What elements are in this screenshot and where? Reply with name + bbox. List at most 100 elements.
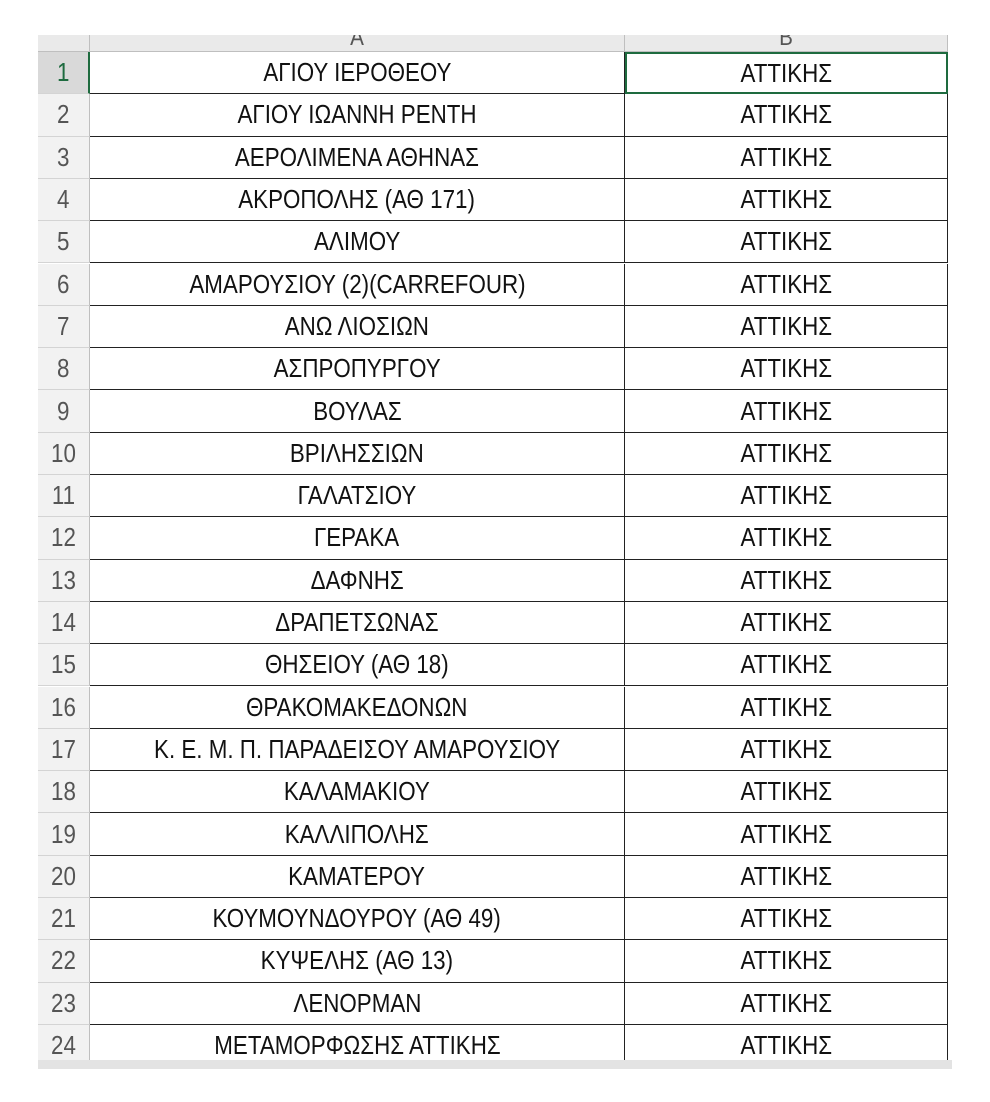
row-header[interactable]: 12 — [38, 517, 90, 560]
row-header-text: 23 — [51, 987, 76, 1018]
cell[interactable]: ΑΤΤΙΚΗΣ — [625, 728, 948, 772]
cell[interactable]: ΑΤΤΙΚΗΣ — [625, 898, 948, 941]
row-header-text: 13 — [51, 564, 76, 595]
cell[interactable]: ΑΤΤΙΚΗΣ — [625, 136, 948, 179]
cell[interactable]: Κ. Ε. Μ. Π. ΠΑΡΑΔΕΙΣΟΥ ΑΜΑΡΟΥΣΙΟΥ — [90, 728, 625, 772]
cell[interactable]: ΑΤΤΙΚΗΣ — [625, 517, 948, 560]
cell[interactable]: ΚΑΛΑΜΑΚΙΟΥ — [90, 771, 625, 814]
cell[interactable]: ΑΤΤΙΚΗΣ — [625, 221, 948, 264]
cell[interactable]: ΓΕΡΑΚΑ — [90, 517, 625, 560]
cell[interactable]: ΑΝΩ ΛΙΟΣΙΩΝ — [90, 305, 625, 349]
column-header[interactable]: B — [625, 35, 948, 52]
cell-text: ΑΤΤΙΚΗΣ — [740, 57, 833, 88]
cell[interactable]: ΒΡΙΛΗΣΣΙΩΝ — [90, 432, 625, 475]
cell[interactable]: ΑΕΡΟΛΙΜΕΝΑ ΑΘΗΝΑΣ — [90, 136, 625, 179]
cell-text: ΓΕΡΑΚΑ — [314, 522, 400, 553]
row-header[interactable]: 10 — [38, 432, 90, 475]
cell[interactable]: ΑΤΤΙΚΗΣ — [625, 305, 948, 349]
row-header[interactable]: 15 — [38, 644, 90, 687]
cell-text: ΑΤΤΙΚΗΣ — [740, 818, 832, 849]
cell[interactable]: ΘΡΑΚΟΜΑΚΕΔΟΝΩΝ — [90, 686, 625, 729]
cell[interactable]: ΑΤΤΙΚΗΣ — [625, 432, 948, 475]
cell-text: ΑΤΤΙΚΗΣ — [740, 353, 832, 384]
row-header[interactable]: 14 — [38, 601, 90, 645]
cell[interactable]: ΑΤΤΙΚΗΣ — [625, 644, 948, 687]
cell[interactable]: ΚΟΥΜΟΥΝΔΟΥΡΟΥ (ΑΘ 49) — [90, 898, 625, 941]
cell[interactable]: ΔΑΦΝΗΣ — [90, 559, 625, 602]
row-header[interactable]: 4 — [38, 178, 90, 222]
row-header-text: 24 — [51, 1030, 76, 1060]
cell[interactable]: ΑΤΤΙΚΗΣ — [625, 263, 948, 306]
cell[interactable]: ΑΤΤΙΚΗΣ — [625, 982, 948, 1025]
row-header[interactable]: 24 — [38, 1024, 90, 1060]
cell-text: ΛΕΝΟΡΜΑΝ — [292, 987, 421, 1018]
cell-text: ΚΑΜΑΤΕΡΟΥ — [288, 860, 426, 891]
cell[interactable]: ΑΤΤΙΚΗΣ — [625, 348, 948, 391]
cell[interactable]: ΑΓΙΟΥ ΙΕΡΟΘΕΟΥ — [90, 52, 625, 95]
row-header[interactable]: 3 — [38, 136, 90, 179]
cell[interactable]: ΑΤΤΙΚΗΣ — [625, 94, 948, 137]
cell[interactable]: ΑΛΙΜΟΥ — [90, 221, 625, 264]
cell[interactable]: ΓΑΛΑΤΣΙΟΥ — [90, 475, 625, 518]
row-header[interactable]: 20 — [38, 855, 90, 898]
row-header[interactable]: 2 — [38, 94, 90, 137]
cell[interactable]: ΔΡΑΠΕΤΣΩΝΑΣ — [90, 601, 625, 645]
corner[interactable] — [38, 35, 90, 52]
row-header[interactable]: 18 — [38, 771, 90, 814]
row-header-text: 1 — [56, 57, 70, 88]
cell[interactable]: ΑΤΤΙΚΗΣ — [625, 855, 948, 898]
cell-text: ΑΤΤΙΚΗΣ — [740, 987, 832, 1018]
row-header[interactable]: 17 — [38, 728, 90, 772]
cell[interactable]: ΚΑΛΛΙΠΟΛΗΣ — [90, 813, 625, 856]
cell-text: ΚΥΨΕΛΗΣ (ΑΘ 13) — [260, 945, 454, 976]
cell-text: ΑΓΙΟΥ ΙΩΑΝΝΗ ΡΕΝΤΗ — [237, 99, 477, 130]
row-header[interactable]: 13 — [38, 559, 90, 602]
row-header[interactable]: 9 — [38, 390, 90, 433]
row-header[interactable]: 7 — [38, 305, 90, 349]
cell[interactable]: ΑΤΤΙΚΗΣ — [625, 686, 948, 729]
cell-text: ΑΝΩ ΛΙΟΣΙΩΝ — [284, 310, 430, 341]
column-header[interactable]: A — [90, 35, 625, 52]
cell[interactable]: ΑΤΤΙΚΗΣ — [625, 1024, 948, 1060]
cell[interactable]: ΑΤΤΙΚΗΣ — [625, 771, 948, 814]
cell[interactable]: ΑΤΤΙΚΗΣ — [625, 601, 948, 645]
cell[interactable]: ΑΚΡΟΠΟΛΗΣ (ΑΘ 171) — [90, 178, 625, 222]
cell[interactable]: ΒΟΥΛΑΣ — [90, 390, 625, 433]
row-header[interactable]: 1 — [38, 52, 90, 95]
row-header[interactable]: 21 — [38, 898, 90, 941]
row-header[interactable]: 6 — [38, 263, 90, 306]
row-header[interactable]: 11 — [38, 475, 90, 518]
row-header-text: 5 — [57, 226, 70, 257]
row-header-text: 17 — [51, 733, 76, 764]
row-header-text: 11 — [51, 480, 76, 511]
cell-text: ΚΟΥΜΟΥΝΔΟΥΡΟΥ (ΑΘ 49) — [212, 903, 502, 934]
cell[interactable]: ΑΤΤΙΚΗΣ — [625, 52, 948, 95]
row-header-text: 12 — [51, 522, 76, 553]
row-header[interactable]: 16 — [38, 686, 90, 729]
row-header[interactable]: 22 — [38, 940, 90, 983]
cell-text: ΑΚΡΟΠΟΛΗΣ (ΑΘ 171) — [238, 184, 476, 215]
cell[interactable]: ΑΤΤΙΚΗΣ — [625, 390, 948, 433]
cell[interactable]: ΑΜΑΡΟΥΣΙΟΥ (2)(CARREFOUR) — [90, 263, 625, 306]
row-header-text: 14 — [51, 607, 76, 638]
row-header[interactable]: 23 — [38, 982, 90, 1025]
cell[interactable]: ΑΓΙΟΥ ΙΩΑΝΝΗ ΡΕΝΤΗ — [90, 94, 625, 137]
cell[interactable]: ΑΤΤΙΚΗΣ — [625, 178, 948, 222]
cell[interactable]: ΚΑΜΑΤΕΡΟΥ — [90, 855, 625, 898]
cell[interactable]: ΜΕΤΑΜΟΡΦΩΣΗΣ ΑΤΤΙΚΗΣ — [90, 1024, 625, 1060]
cell-text: ΑΕΡΟΛΙΜΕΝΑ ΑΘΗΝΑΣ — [234, 141, 480, 172]
cell[interactable]: ΚΥΨΕΛΗΣ (ΑΘ 13) — [90, 940, 625, 983]
cell[interactable]: ΑΤΤΙΚΗΣ — [625, 940, 948, 983]
cell[interactable]: ΑΣΠΡΟΠΥΡΓΟΥ — [90, 348, 625, 391]
scrollbar[interactable] — [38, 1060, 952, 1069]
cell[interactable]: ΛΕΝΟΡΜΑΝ — [90, 982, 625, 1025]
cell-text: ΑΣΠΡΟΠΥΡΓΟΥ — [273, 353, 441, 384]
cell[interactable]: ΑΤΤΙΚΗΣ — [625, 813, 948, 856]
row-header[interactable]: 5 — [38, 221, 90, 264]
cell[interactable]: ΑΤΤΙΚΗΣ — [625, 559, 948, 602]
cell[interactable]: ΘΗΣΕΙΟΥ (ΑΘ 18) — [90, 644, 625, 687]
row-header[interactable]: 8 — [38, 348, 90, 391]
row-header[interactable]: 19 — [38, 813, 90, 856]
cell[interactable]: ΑΤΤΙΚΗΣ — [625, 475, 948, 518]
